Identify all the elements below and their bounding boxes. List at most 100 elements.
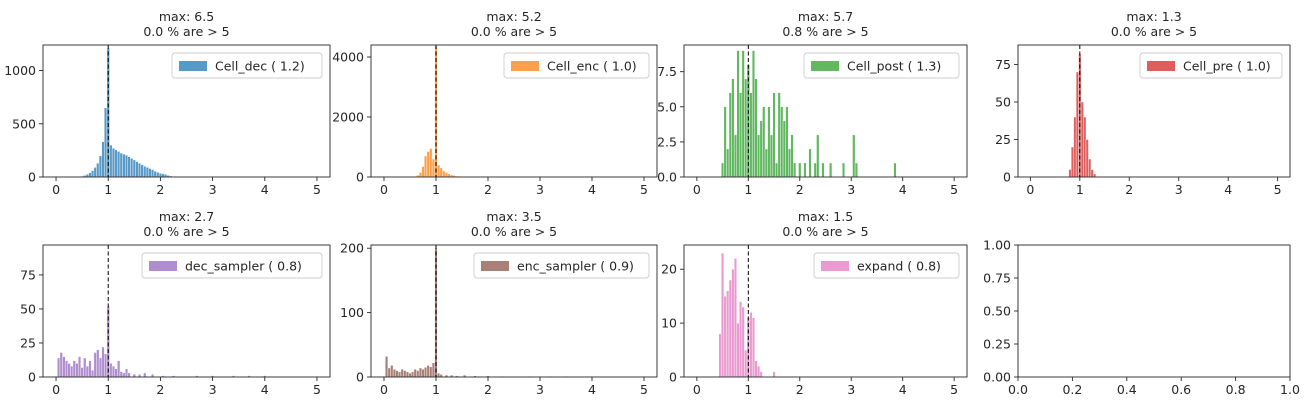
axes-frame [370,244,658,378]
legend-box [803,52,960,79]
histogram-bar [739,92,743,178]
legend-label: Cell_pre ( 1.0) [1183,59,1271,74]
histogram-bar [757,366,761,378]
histogram-bar [852,134,856,178]
histogram-bar [813,162,817,178]
histogram-bar [114,368,118,378]
x-tick-label: 5 [950,382,958,397]
subplot-title: max: 1.5 [798,209,853,224]
x-tick-label: 2 [484,182,492,197]
histogram-bar [390,365,394,378]
x-tick-label: 4 [899,382,907,397]
y-tick-label: 0 [356,170,364,185]
histogram-bar [117,151,121,178]
x-tick-label: 1 [1076,182,1084,197]
histogram-bar [130,158,134,178]
legend-swatch [1147,61,1175,71]
histogram-bar [59,352,63,378]
x-tick-label: 0.0 [1008,382,1028,397]
axes-frame [1017,44,1291,178]
histogram-bar [57,357,61,378]
x-tick-label: 4 [588,382,596,397]
x-tick-label: 1.0 [1280,382,1300,397]
histogram-bar [759,120,763,178]
histogram-bar [98,357,102,378]
y-tick-label: 200 [340,241,364,256]
histogram-bar [1088,158,1092,178]
x-tick-label: 0 [693,182,701,197]
legend: Cell_dec ( 1.2) [171,52,323,79]
histogram-bar [721,252,725,378]
histogram-bar [728,279,732,378]
legend-box [503,52,650,79]
histogram-bar [132,159,136,178]
legend: Cell_enc ( 1.0) [503,52,650,79]
subplot-subtitle: 0.0 % are > 5 [1111,24,1197,39]
x-tick-label: 4 [261,382,269,397]
legend-label: Cell_dec ( 1.2) [215,59,305,74]
subplot-title: max: 1.3 [1126,9,1181,24]
histogram-bar [739,301,743,378]
histogram-bar [429,148,433,178]
x-tick-label: 0.6 [1171,382,1191,397]
histogram-bar [405,371,409,378]
legend-swatch [179,61,207,71]
histogram-bar [803,162,807,178]
histogram-bar [421,166,425,178]
histogram-bar [731,78,735,178]
histogram-bar [424,367,428,378]
histogram-bar [442,170,446,178]
y-tick-label: 5.0 [657,99,677,114]
histogram-bar [751,317,755,378]
axes-frame [370,44,658,178]
subplot-subtitle: 0.0 % are > 5 [782,224,868,239]
histogram-bar [741,306,745,378]
legend-box [141,252,323,279]
y-tick-label: 500 [12,116,36,131]
histogram-bar [104,353,108,378]
y-tick-label: 0.75 [983,271,1011,286]
histogram-bar [138,162,142,178]
histogram-bar [723,295,727,378]
subplot-7: 0 1 2 3 4 5 0 10 20 max: 1.50.0 % are > 5 expand (… [661,209,968,397]
histogram-bar [101,141,105,178]
x-tick-label: 4 [899,182,907,197]
histogram-bar [426,365,430,378]
histogram-bar [148,168,152,178]
histogram-bar [70,365,74,378]
histogram-bar [754,360,758,378]
histogram-bar [62,356,66,378]
histogram-bar [88,172,92,178]
y-tick-label: 7.5 [657,64,677,79]
histogram-bar [728,92,732,178]
legend: Cell_post ( 1.3) [803,52,960,79]
legend-box [473,252,650,279]
histogram-bar [429,366,433,378]
x-tick-label: 0.8 [1226,382,1246,397]
axes-frame [683,44,968,178]
histogram-bar [101,346,105,378]
legend-swatch [481,261,509,271]
y-tick-label: 20 [661,262,677,277]
histogram-bar [787,148,791,178]
x-tick-label: 0.4 [1117,382,1137,397]
x-tick-label: 2 [796,382,804,397]
histogram-bar [91,369,95,378]
histogram-bar [793,162,797,178]
x-tick-label: 3 [536,182,544,197]
x-tick-label: 1 [744,382,752,397]
histogram-bar [83,357,87,378]
x-tick-label: 3 [847,182,855,197]
histogram-bar [80,367,84,378]
y-tick-label: 75 [20,267,36,282]
histogram-bar [754,78,758,178]
histogram-bar [119,152,123,178]
histogram-bar [437,164,441,178]
subplot-title: max: 5.2 [486,9,541,24]
legend-swatch [821,261,849,271]
histogram-bar [156,172,160,178]
x-tick-label: 3 [536,382,544,397]
legend: enc_sampler ( 0.9) [473,252,650,279]
histogram-bar [733,134,737,178]
